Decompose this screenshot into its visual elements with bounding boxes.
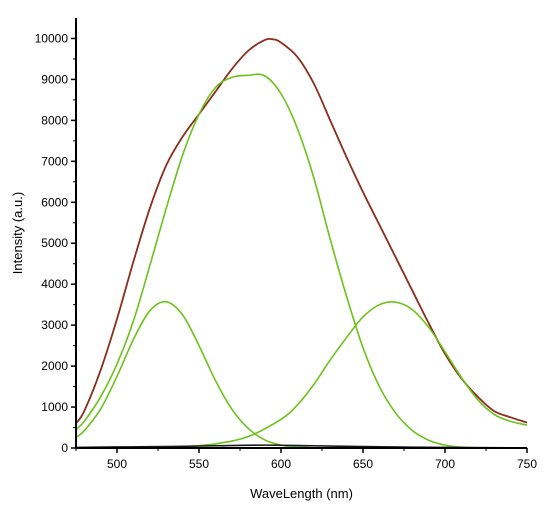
plot-area: [75, 37, 528, 449]
x-tick-label: 600: [271, 457, 291, 471]
series-line-1: [75, 37, 528, 424]
y-tick-label: 2000: [41, 359, 68, 373]
x-tick-label: 650: [353, 457, 373, 471]
axes: [75, 18, 527, 449]
y-tick-label: 7000: [41, 154, 68, 168]
x-tick-label: 700: [435, 457, 455, 471]
series-line-4: [182, 301, 528, 448]
series-line-2: [75, 73, 527, 449]
x-ticks: 500 550 600 650 700 750: [75, 448, 537, 471]
y-tick-label: 8000: [41, 113, 68, 127]
y-tick-label: 5000: [41, 236, 68, 250]
y-tick-label: 9000: [41, 72, 68, 86]
x-tick-label: 550: [189, 457, 209, 471]
y-tick-label: 4000: [41, 277, 68, 291]
x-tick-label: 500: [107, 457, 127, 471]
y-tick-label: 10000: [35, 31, 69, 45]
y-ticks: 0 1000 2000 3000 4000 5000 6000 7000 8000 9000 100…: [35, 31, 76, 455]
series-line-3: [75, 300, 314, 449]
y-tick-label: 1000: [41, 400, 68, 414]
x-tick-label: 750: [517, 457, 537, 471]
y-tick-label: 6000: [41, 195, 68, 209]
y-tick-label: 3000: [41, 318, 68, 332]
y-tick-label: 0: [61, 441, 68, 455]
x-axis-title: WaveLength (nm): [250, 486, 353, 501]
y-axis-title: Intensity (a.u.): [10, 192, 25, 274]
